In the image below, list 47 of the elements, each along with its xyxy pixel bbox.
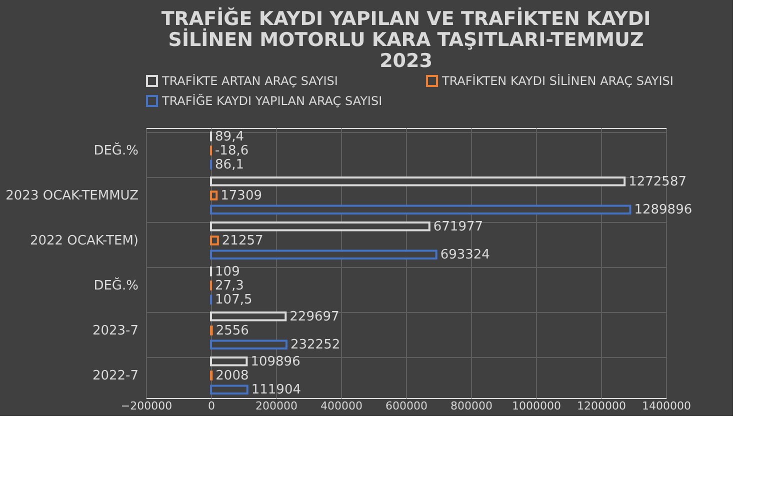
bar: [210, 356, 248, 366]
bar: [210, 312, 287, 322]
bar: [210, 250, 438, 260]
bar: [210, 340, 288, 350]
data-label: 109896: [250, 354, 300, 370]
data-label: 21257: [222, 234, 264, 248]
bar: [210, 204, 632, 214]
data-label: 17309: [220, 188, 262, 204]
y-tick-label: DEĞ.%: [94, 142, 138, 158]
bar: [210, 384, 248, 394]
data-label: 693324: [440, 248, 490, 263]
data-label: 111904: [251, 382, 302, 398]
chart-title: TRAFİĞE KAYDI YAPILAN VE TRAFİKTEN KAYDI SİLİNEN MOTORLU KARA TAŞITLARI-TEMMUZ 2023: [161, 7, 651, 72]
y-tick-label: 2022-7: [92, 368, 138, 384]
data-label: 27,3: [215, 278, 244, 294]
data-label: 107,5: [215, 292, 252, 308]
data-label: 1289896: [634, 202, 692, 218]
x-tick-label: 1400000: [642, 400, 691, 412]
x-tick-label: 200000: [256, 400, 298, 412]
data-label: 2008: [216, 368, 249, 384]
legend-label: TRAFİĞE KAYDI YAPILAN ARAÇ SAYISI: [161, 93, 382, 108]
y-tick-label: DEĞ.%: [94, 276, 138, 294]
y-tick-label: 2023-7: [92, 324, 138, 338]
data-label: 1272587: [628, 174, 686, 190]
x-tick-label: 800000: [450, 400, 492, 412]
data-label: 232252: [290, 338, 340, 353]
data-label: 229697: [290, 309, 340, 324]
data-label: -18,6: [214, 144, 249, 158]
x-tick-label: 400000: [320, 400, 362, 412]
data-label: 86,1: [215, 158, 244, 173]
x-tick-label: −200000: [120, 400, 172, 412]
x-tick-label: 0: [208, 400, 215, 412]
bar: [210, 222, 430, 232]
data-label: 2556: [216, 324, 249, 338]
x-tick-label: 1200000: [577, 400, 626, 412]
x-tick-label: 1000000: [512, 400, 561, 412]
bar: [210, 176, 626, 186]
bar: [210, 190, 218, 200]
legend-label: TRAFİKTE ARTAN ARAÇ SAYISI: [161, 74, 338, 88]
data-label: 671977: [433, 219, 484, 234]
data-label: 89,4: [215, 129, 244, 144]
x-tick-label: 600000: [386, 400, 428, 412]
y-tick-label: 2022 OCAK-TEM): [30, 234, 138, 248]
legend-label: TRAFİKTEN KAYDI SİLİNEN ARAÇ SAYISI: [441, 74, 674, 88]
y-tick-label: 2023 OCAK-TEMMUZ: [6, 188, 139, 204]
data-label: 109: [215, 264, 240, 280]
bar: [210, 236, 219, 246]
